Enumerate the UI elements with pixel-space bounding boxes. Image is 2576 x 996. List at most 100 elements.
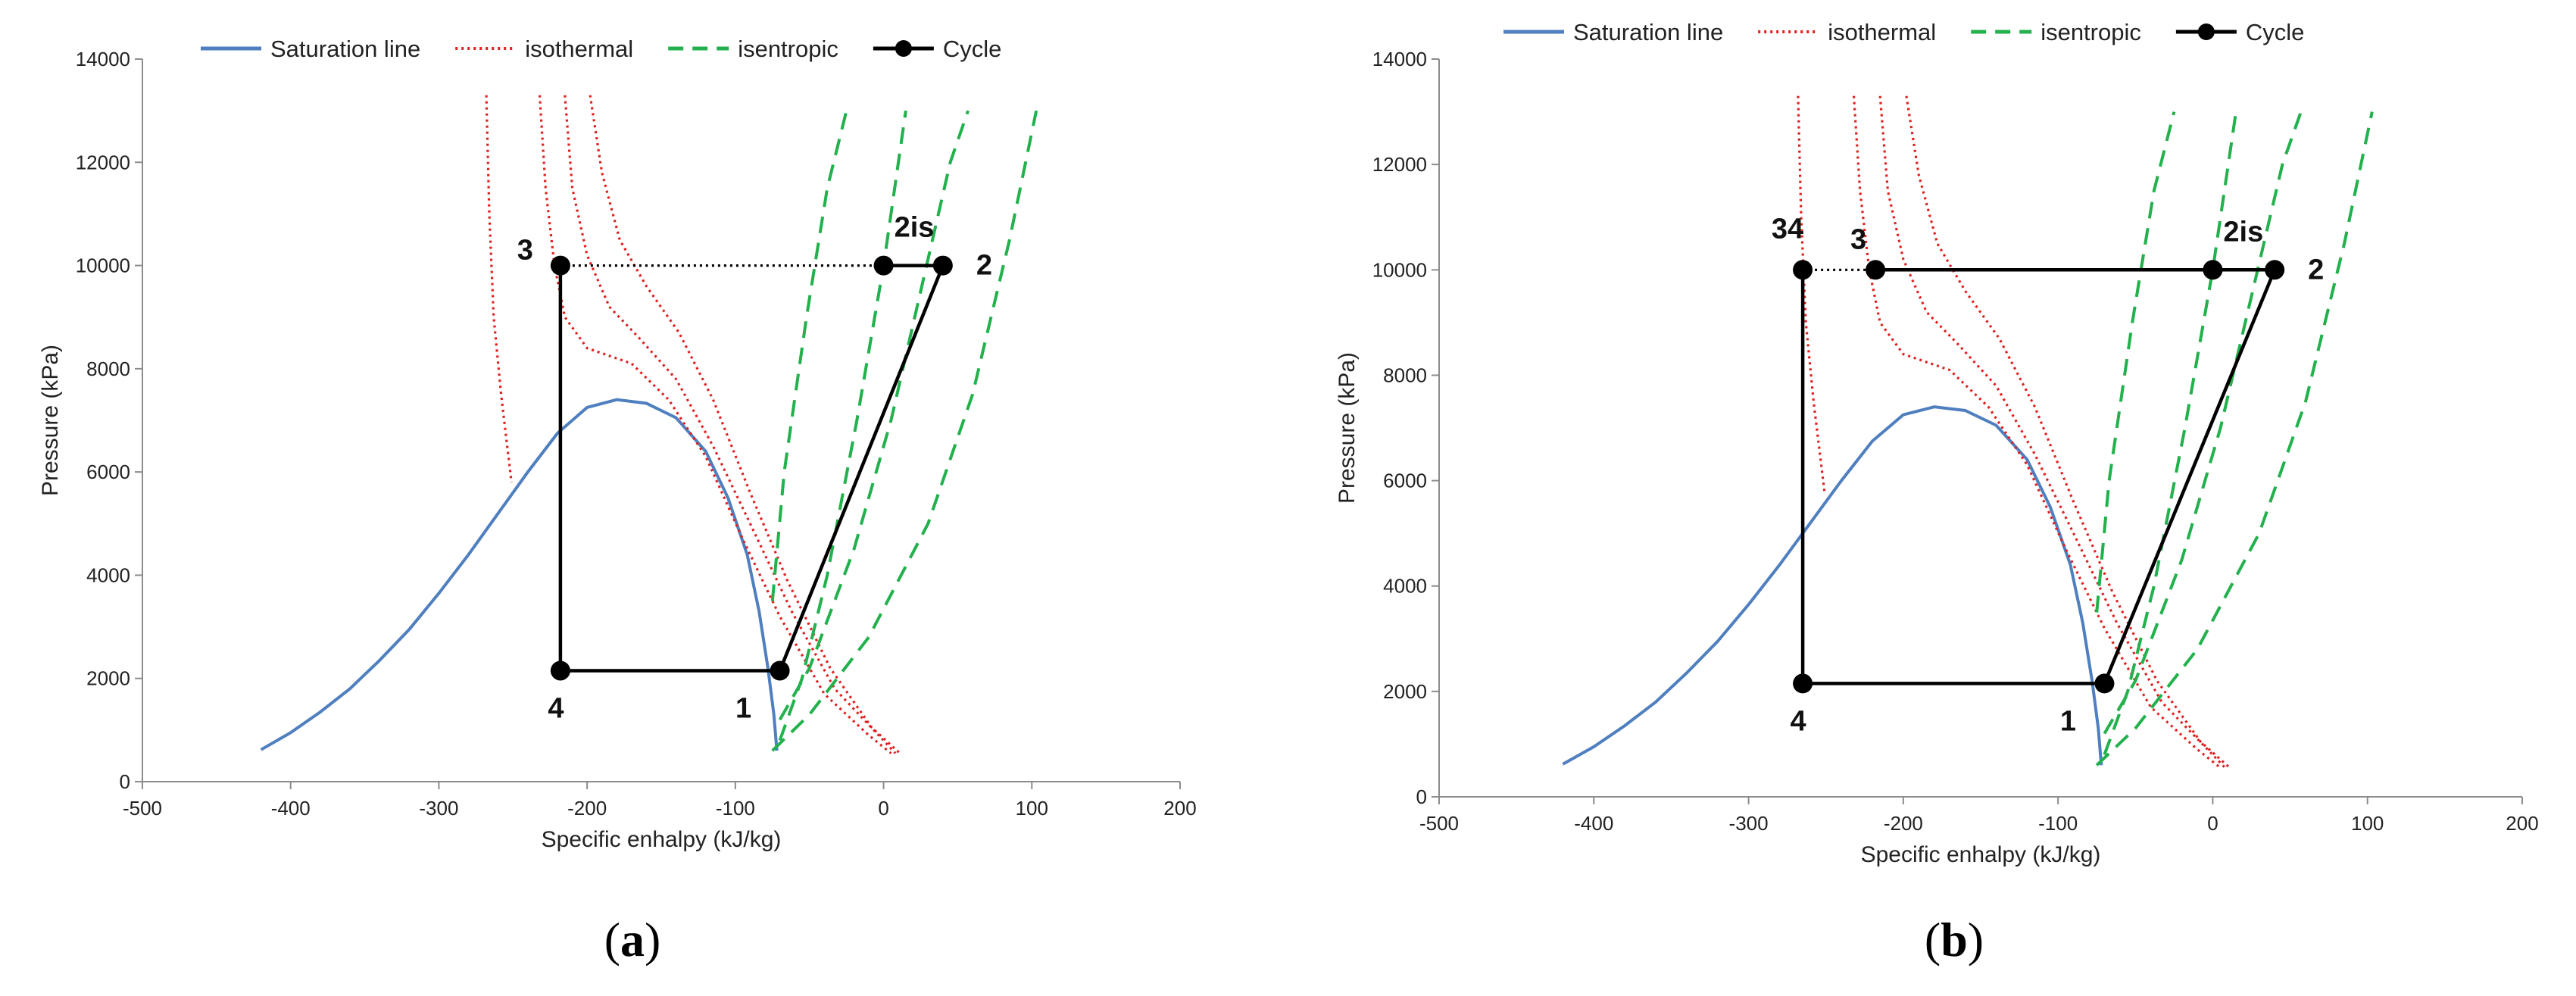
caption-close: ) xyxy=(1968,913,1984,966)
caption-open: ( xyxy=(604,913,620,966)
x-tick-label: -500 xyxy=(123,797,162,820)
y-tick-label: 14000 xyxy=(1372,48,1427,70)
legend-entry: isothermal xyxy=(1758,19,1936,45)
isothermal-line xyxy=(485,95,513,482)
isothermal-line xyxy=(1878,95,2226,769)
cycle-point-2is xyxy=(873,255,894,276)
legend-entry: isentropic xyxy=(668,36,838,62)
cycle-point-label: 34 xyxy=(1772,213,1803,245)
caption-letter: b xyxy=(1941,913,1968,966)
cycle-point-label: 3 xyxy=(517,235,533,267)
y-tick-label: 12000 xyxy=(1372,153,1427,176)
y-axis-label: Pressure (kPa) xyxy=(38,345,63,496)
x-tick-label: 200 xyxy=(1163,797,1196,820)
legend-entry: Saturation line xyxy=(1503,19,1723,45)
cycle-point-3 xyxy=(1866,260,1886,280)
isentropic-line xyxy=(2095,111,2176,613)
isentropic-line xyxy=(778,110,970,721)
legend-label: Cycle xyxy=(943,36,1002,62)
cycle-point-label: 2is xyxy=(895,212,935,244)
legend-swatch-marker xyxy=(2197,23,2215,40)
legend-label: isothermal xyxy=(525,36,633,62)
x-tick-label: -400 xyxy=(271,797,311,820)
y-tick-label: 14000 xyxy=(76,48,130,70)
x-tick-label: 0 xyxy=(878,797,888,820)
x-tick-label: -500 xyxy=(1419,812,1459,835)
isothermal-line xyxy=(589,95,901,754)
cycle-point-3 xyxy=(550,255,570,276)
isothermal-line xyxy=(1852,95,2222,769)
x-axis-label: Specific enhalpy (kJ/kg) xyxy=(1861,842,2101,867)
panel-caption: (a) xyxy=(604,913,661,966)
legend-label: isothermal xyxy=(1828,19,1936,45)
x-tick-label: -300 xyxy=(419,797,458,820)
y-tick-label: 12000 xyxy=(76,151,130,173)
legend-entry: Saturation line xyxy=(201,36,420,62)
cycle-point-label: 2 xyxy=(2308,254,2324,286)
caption-open: ( xyxy=(1925,913,1941,966)
isothermal-line xyxy=(1797,95,1826,492)
legend-label: Cycle xyxy=(2246,19,2305,45)
cycle-point-label: 2 xyxy=(976,250,992,282)
legend-label: Saturation line xyxy=(270,36,420,62)
y-tick-label: 2000 xyxy=(86,667,130,690)
x-tick-label: -100 xyxy=(716,797,755,820)
cycle-point-1 xyxy=(770,660,790,681)
y-tick-label: 0 xyxy=(1416,785,1427,808)
cycle-point-label: 3 xyxy=(1850,223,1866,255)
y-tick-label: 6000 xyxy=(1383,470,1427,492)
isothermal-line xyxy=(538,95,892,754)
x-tick-label: 100 xyxy=(2351,812,2384,835)
y-tick-label: 10000 xyxy=(76,254,130,277)
isentropic-line xyxy=(770,110,848,601)
cycle-point-2is xyxy=(2203,260,2223,280)
cycle-point-label: 4 xyxy=(548,692,564,724)
y-tick-label: 4000 xyxy=(86,564,130,586)
x-tick-label: -100 xyxy=(2038,812,2078,835)
cycle-point-1 xyxy=(2094,673,2115,694)
x-tick-label: -200 xyxy=(567,797,607,820)
x-tick-label: 100 xyxy=(1016,797,1048,820)
y-tick-label: 10000 xyxy=(1372,258,1427,281)
y-axis-label: Pressure (kPa) xyxy=(1335,352,1360,504)
cycle-point-34 xyxy=(1793,260,1813,280)
cycle-point-label: 2is xyxy=(2223,216,2263,248)
cycle-point-label: 1 xyxy=(735,692,751,724)
x-tick-label: 200 xyxy=(2506,812,2538,835)
legend-swatch-marker xyxy=(895,40,912,57)
cycle-point-4 xyxy=(1793,673,1813,694)
legend-entry: isentropic xyxy=(1971,19,2141,45)
legend-label: isentropic xyxy=(2041,19,2141,45)
legend-entry: isothermal xyxy=(455,36,633,62)
isentropic-line xyxy=(2095,111,2374,767)
legend-label: Saturation line xyxy=(1573,19,1723,45)
x-tick-label: -300 xyxy=(1729,812,1769,835)
panel-caption: (b) xyxy=(1925,913,1984,966)
x-tick-label: -400 xyxy=(1574,812,1613,835)
isentropic-line xyxy=(2103,111,2238,755)
x-axis-label: Specific enhalpy (kJ/kg) xyxy=(542,827,782,852)
cycle-line-segment xyxy=(1875,268,2278,685)
legend-entry: Cycle xyxy=(873,36,1002,62)
isentropic-line xyxy=(771,110,1038,752)
y-tick-label: 0 xyxy=(120,770,130,793)
y-tick-label: 8000 xyxy=(86,357,130,380)
isothermal-line xyxy=(564,95,897,754)
cycle-point-label: 4 xyxy=(1791,705,1806,737)
isentropic-line xyxy=(778,110,907,742)
cycle-line-segment xyxy=(1800,270,2105,685)
saturation-line xyxy=(260,398,779,751)
isentropic-line xyxy=(2103,111,2303,735)
legend-entry: Cycle xyxy=(2175,19,2305,45)
cycle-point-label: 1 xyxy=(2060,705,2076,737)
x-tick-label: -200 xyxy=(1884,812,1923,835)
x-tick-label: 0 xyxy=(2207,812,2218,835)
y-tick-label: 4000 xyxy=(1383,575,1427,598)
caption-close: ) xyxy=(645,913,660,966)
cycle-point-4 xyxy=(550,660,570,681)
caption-letter: a xyxy=(620,913,645,966)
legend-label: isentropic xyxy=(738,36,838,62)
y-tick-label: 8000 xyxy=(1383,364,1427,386)
